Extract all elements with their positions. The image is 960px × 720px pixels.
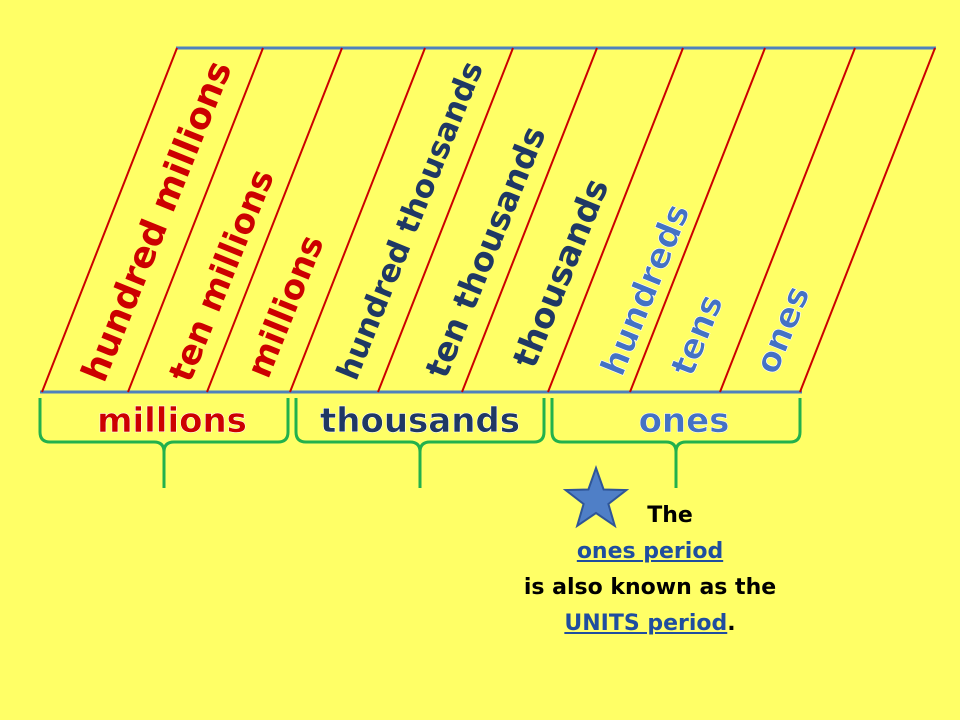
- period-label-thousands: thousands: [320, 401, 520, 441]
- place-label-tens: tens: [663, 289, 731, 382]
- column-separator: [41, 47, 178, 393]
- note-ones-period-link[interactable]: ones period: [576, 539, 724, 564]
- note-line-3: is also known as the: [523, 575, 777, 600]
- column-separator: [799, 47, 936, 393]
- note-line-1: The: [647, 503, 693, 528]
- note-units-period-link[interactable]: UNITS period: [564, 611, 728, 636]
- chart-lines: [40, 46, 936, 394]
- column-separator: [629, 47, 766, 393]
- column-separator: [461, 47, 598, 393]
- column-separator: [547, 47, 684, 393]
- period-brackets: [38, 398, 802, 488]
- column-separator: [127, 47, 264, 393]
- bracket-millions: [38, 398, 290, 488]
- column-separator: [719, 47, 856, 393]
- period-labels: millions thousands ones: [97, 401, 730, 442]
- bracket-thousands: [294, 398, 546, 488]
- period-label-millions: millions: [97, 401, 247, 441]
- column-separator: [377, 47, 514, 393]
- ones-period-note: The ones period is also known as the UNI…: [500, 498, 800, 642]
- note-period-suffix: .: [727, 611, 736, 636]
- star-icon: [562, 464, 630, 529]
- period-label-ones: ones: [639, 401, 730, 441]
- bracket-ones: [550, 398, 802, 488]
- column-separator: [206, 47, 343, 393]
- place-label-millions: millions: [239, 229, 332, 383]
- column-separator: [289, 47, 426, 393]
